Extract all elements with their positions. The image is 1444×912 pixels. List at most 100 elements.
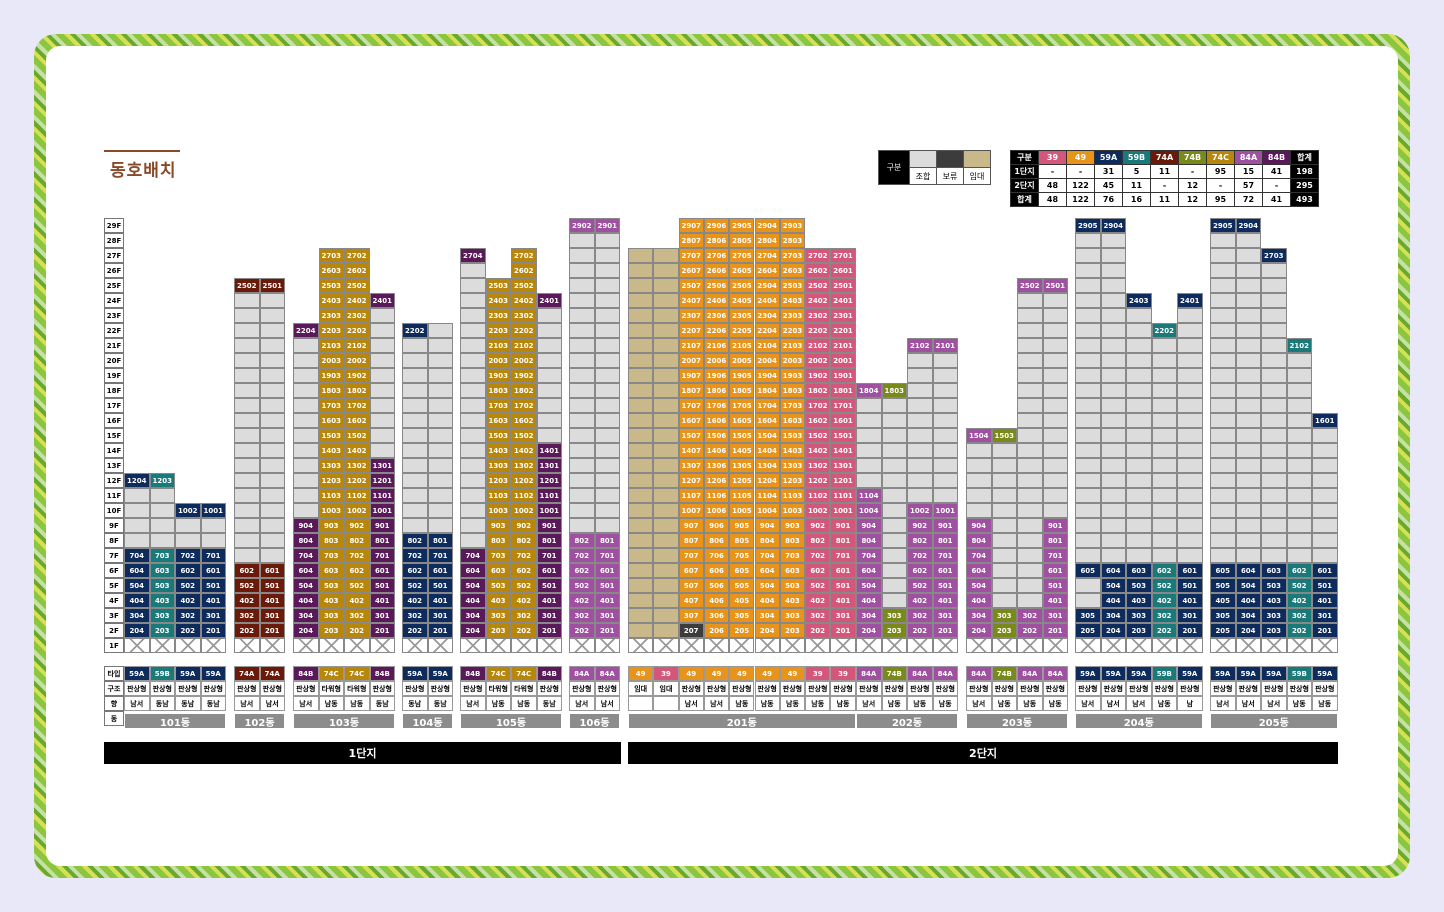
rental-unit <box>653 563 679 578</box>
unit-cell <box>460 428 486 443</box>
unit-cell <box>402 383 428 398</box>
unit-cell: 701 <box>427 548 453 563</box>
unit-cell: 903 <box>318 518 344 533</box>
unit-cell: 1807 <box>678 383 704 398</box>
unit-type-label: 74C <box>511 666 537 681</box>
stat-cell: 72 <box>1234 192 1263 207</box>
unit-cell: 2001 <box>830 353 856 368</box>
unit-cell: 401 <box>594 593 620 608</box>
unit-cell <box>234 503 260 518</box>
unit-cell: 1907 <box>678 368 704 383</box>
ground-floor-cell <box>1177 638 1203 653</box>
unit-cell <box>569 503 595 518</box>
ground-floor-cell <box>511 638 537 653</box>
rental-unit <box>653 293 679 308</box>
unit-cell: 2004 <box>754 353 780 368</box>
unit-cell <box>1017 413 1043 428</box>
unit-cell: 302 <box>907 608 933 623</box>
unit-cell: 604 <box>1235 563 1261 578</box>
unit-cell <box>234 353 260 368</box>
unit-cell: 202 <box>1151 623 1177 638</box>
floor-label: 12F <box>104 473 124 488</box>
unit-cell: 1202 <box>805 473 831 488</box>
unit-cell: 2003 <box>318 353 344 368</box>
unit-cell <box>569 233 595 248</box>
unit-cell <box>1100 548 1126 563</box>
rental-unit <box>653 458 679 473</box>
unit-cell: 1501 <box>830 428 856 443</box>
unit-cell: 404 <box>966 593 992 608</box>
unit-cell <box>1210 293 1236 308</box>
rental-unit <box>628 608 654 623</box>
unit-cell <box>427 473 453 488</box>
unit-cell: 604 <box>460 563 486 578</box>
unit-cell <box>259 293 285 308</box>
floor-label: 29F <box>104 218 124 233</box>
unit-type-label: 74C <box>318 666 344 681</box>
unit-cell: 1402 <box>805 443 831 458</box>
unit-cell: 602 <box>344 563 370 578</box>
unit-cell: 905 <box>729 518 755 533</box>
unit-cell <box>369 338 395 353</box>
unit-cell <box>594 428 620 443</box>
rental-unit <box>653 593 679 608</box>
unit-cell: 2002 <box>344 353 370 368</box>
unit-cell <box>460 293 486 308</box>
unit-cell: 2106 <box>703 338 730 353</box>
unit-cell <box>1312 548 1338 563</box>
unit-cell: 2703 <box>318 248 344 263</box>
unit-cell: 1303 <box>779 458 806 473</box>
unit-cell: 1001 <box>369 503 395 518</box>
unit-cell <box>881 593 907 608</box>
ground-floor-cell <box>703 638 730 653</box>
unit-cell <box>1042 338 1068 353</box>
unit-cell: 201 <box>200 623 226 638</box>
unit-cell: 904 <box>293 518 319 533</box>
unit-cell <box>259 473 285 488</box>
unit-cell: 1604 <box>754 413 780 428</box>
unit-cell <box>1235 353 1261 368</box>
direction-label: 남서 <box>1210 696 1236 711</box>
structure-label: 판상형 <box>1017 681 1043 696</box>
unit-cell <box>1017 503 1043 518</box>
unit-cell: 702 <box>344 548 370 563</box>
unit-cell <box>1151 383 1177 398</box>
structure-label: 판상형 <box>966 681 992 696</box>
unit-cell <box>427 443 453 458</box>
building-number: 205동 <box>1210 713 1338 729</box>
unit-cell: 201 <box>594 623 620 638</box>
unit-cell: 1001 <box>830 503 856 518</box>
structure-label: 판상형 <box>1286 681 1312 696</box>
unit-cell <box>569 428 595 443</box>
structure-label: 판상형 <box>1261 681 1287 696</box>
unit-cell: 2901 <box>594 218 620 233</box>
unit-type-label: 74C <box>485 666 511 681</box>
rental-unit <box>653 368 679 383</box>
rental-unit <box>653 338 679 353</box>
direction-label: 남동 <box>318 696 344 711</box>
stat-header-cell: 59B <box>1122 150 1151 165</box>
unit-cell: 2505 <box>729 278 755 293</box>
unit-cell <box>991 503 1017 518</box>
unit-cell <box>1075 248 1101 263</box>
unit-cell: 303 <box>1261 608 1287 623</box>
rental-unit <box>653 443 679 458</box>
unit-cell: 302 <box>234 608 260 623</box>
unit-cell: 504 <box>293 578 319 593</box>
unit-cell: 1805 <box>729 383 755 398</box>
title-underline <box>104 150 180 152</box>
unit-cell <box>293 338 319 353</box>
unit-cell: 601 <box>594 563 620 578</box>
unit-cell <box>1261 488 1287 503</box>
unit-cell <box>536 323 562 338</box>
unit-type-label: 59A <box>200 666 226 681</box>
unit-cell <box>881 503 907 518</box>
unit-cell: 801 <box>594 533 620 548</box>
unit-cell: 1103 <box>485 488 511 503</box>
floor-label: 19F <box>104 368 124 383</box>
unit-cell: 1702 <box>511 398 537 413</box>
direction-label: 동남 <box>200 696 226 711</box>
unit-cell <box>460 263 486 278</box>
unit-count-table: 구분 39 49 59A 59B 74A 74B 74C 84A 84B 합계 1단지 - -31 5 11-… <box>1010 150 1319 207</box>
unit-cell: 2406 <box>703 293 730 308</box>
